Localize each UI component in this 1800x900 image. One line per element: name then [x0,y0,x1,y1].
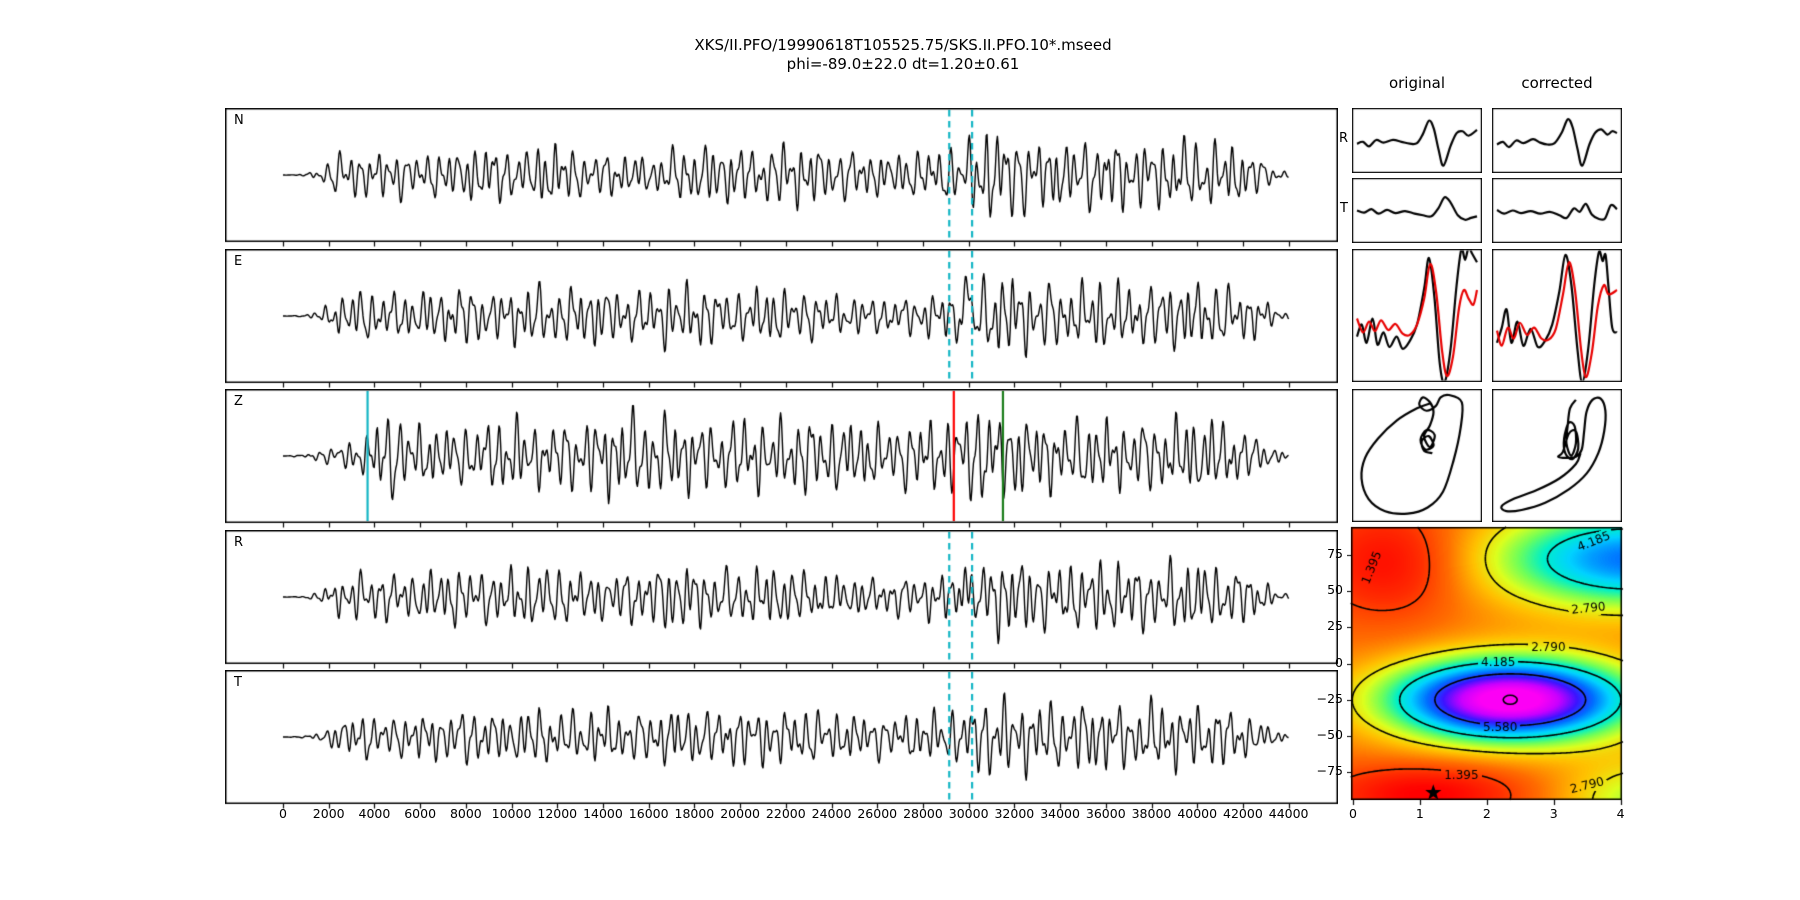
surface-x-tick-label: 3 [1549,806,1558,821]
channel-label-t: T [234,675,242,690]
fastslow-original-panel [1352,249,1482,382]
time-axis-tick-label: 42000 [1223,806,1263,821]
time-axis-tick-label: 22000 [765,806,806,821]
surface-y-tick-label: 50 [1327,581,1343,597]
waveform-panel-z [225,389,1338,529]
time-axis-tick-label: 36000 [1085,806,1126,821]
time-axis-tick-label: 0 [279,806,287,821]
surface-y-tick-label: 0 [1335,654,1343,670]
row-label-r: R [1338,131,1348,146]
time-axis-tick-label: 12000 [537,806,578,821]
time-axis-tick-label: 14000 [583,806,623,821]
time-axis-tick-label: 26000 [857,806,898,821]
time-axis-tick-label: 16000 [628,806,669,821]
time-axis-tick-label: 38000 [1131,806,1172,821]
row-label-t: T [1340,201,1348,216]
surface-y-tick-label: 25 [1327,618,1343,634]
waveform-panel-n [225,108,1338,248]
r-original-panel [1352,108,1482,173]
waveform-panel-t [225,670,1338,810]
t-original-panel [1352,178,1482,243]
channel-label-z: Z [234,394,243,409]
time-axis-tick-label: 40000 [1177,806,1218,821]
surface-x-tick-label: 4 [1616,806,1625,821]
surface-x-tick-label: 0 [1349,806,1357,821]
time-axis-tick-label: 30000 [948,806,989,821]
waveform-panel-r [225,529,1338,670]
time-axis-tick-label: 44000 [1268,806,1309,821]
channel-label-e: E [234,253,243,269]
time-axis-tick-label: 18000 [674,806,715,821]
channel-label-n: N [234,113,244,128]
time-axis-tick-label: 10000 [491,806,532,821]
surface-y-tick-label: −25 [1316,690,1343,706]
title-line1: XKS/II.PFO/19990618T105525.75/SKS.II.PFO… [694,36,1112,54]
time-axis-tick-label: 28000 [903,806,943,821]
surface-y-tick-label: −50 [1316,727,1343,743]
title-line2: phi=-89.0±22.0 dt=1.20±0.61 [786,55,1020,73]
time-axis-tick-label: 8000 [449,806,482,821]
r-corrected-panel [1492,108,1622,173]
particle-motion-corrected-panel [1492,389,1622,522]
fastslow-corrected-panel [1492,249,1622,382]
column-header-corrected: corrected [1521,74,1593,92]
time-axis-tick-label: 32000 [994,806,1035,821]
surface-y-tick-label: −75 [1316,763,1343,779]
time-axis-tick-label: 20000 [720,806,760,821]
surface-x-tick-label: 1 [1415,806,1424,821]
particle-motion-original-panel [1352,389,1482,522]
time-axis-tick-label: 6000 [404,806,437,821]
t-corrected-panel [1492,178,1622,243]
time-axis-tick-label: 24000 [811,806,852,821]
time-axis-tick-label: 34000 [1040,806,1080,821]
error-surface-contours [1347,525,1626,806]
time-axis-tick-label: 2000 [312,806,345,821]
channel-label-r: R [234,534,244,550]
surface-x-tick-label: 2 [1482,806,1491,821]
column-header-original: original [1388,74,1446,92]
surface-y-tick-label: 75 [1327,545,1343,561]
waveform-panel-e [225,248,1338,389]
figure-title: XKS/II.PFO/19990618T105525.75/SKS.II.PFO… [453,36,1353,74]
time-axis-tick-label: 4000 [358,806,391,821]
